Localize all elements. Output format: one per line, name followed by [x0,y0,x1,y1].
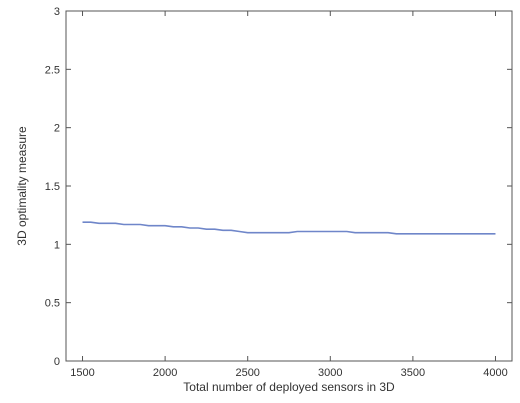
x-axis-ticks: 1500 2000 2500 3000 3500 4000 [70,11,508,379]
y-tick-label: 2.5 [45,64,60,76]
plot-area [65,10,513,362]
y-axis-title: 3D optimality measure [15,126,29,246]
y-tick-label: 3 [54,6,60,18]
y-tick-label: 1.5 [45,181,60,193]
y-tick-label: 2 [54,123,60,135]
y-tick-label: 0.5 [45,298,60,310]
y-tick-label: 1 [54,239,60,251]
x-tick-label: 1500 [70,367,94,379]
x-tick-label: 3000 [318,367,342,379]
x-tick-label: 4000 [483,367,507,379]
x-tick-label: 2500 [235,367,259,379]
x-axis-title: Total number of deployed sensors in 3D [183,380,395,394]
y-tick-label: 0 [54,356,60,368]
x-tick-label: 2000 [153,367,177,379]
y-axis-ticks: 0 0.5 1 1.5 2 2.5 3 [45,6,512,368]
x-tick-label: 3500 [401,367,425,379]
series-line-0 [82,221,496,235]
series-group [82,221,496,235]
